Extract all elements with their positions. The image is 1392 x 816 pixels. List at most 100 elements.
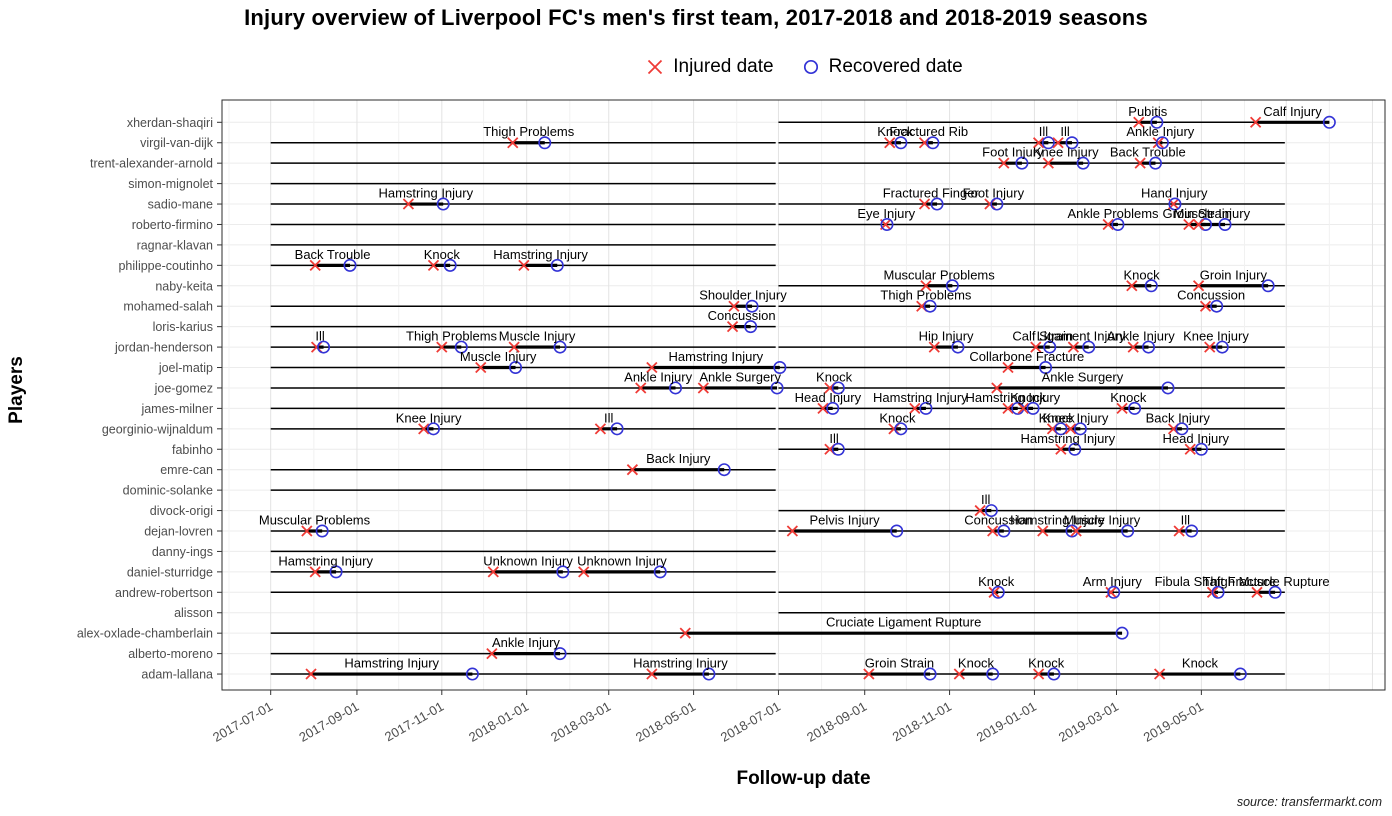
recovered-marker bbox=[1054, 422, 1068, 436]
injured-marker bbox=[1126, 280, 1138, 292]
injured-marker bbox=[1002, 402, 1014, 415]
markers bbox=[301, 115, 1336, 681]
recovered-marker bbox=[1168, 197, 1182, 211]
injured-marker bbox=[884, 137, 896, 149]
injured-marker bbox=[508, 341, 520, 353]
player-tick-label: xherdan-shaqiri bbox=[127, 116, 213, 130]
injured-marker bbox=[1105, 586, 1117, 598]
x-axis-title: Follow-up date bbox=[736, 768, 871, 789]
recovered-marker bbox=[443, 258, 457, 272]
recovered-marker bbox=[550, 258, 564, 272]
injury-label: Foot Injury bbox=[963, 186, 1025, 201]
injury-label: Muscle Injury bbox=[460, 349, 537, 364]
player-tick-label: alisson bbox=[174, 606, 213, 620]
recovered-circle-glyph bbox=[803, 59, 818, 75]
x-tick-label: 2017-11-01 bbox=[382, 699, 446, 745]
injured-marker bbox=[402, 198, 415, 210]
injured-marker bbox=[486, 647, 498, 660]
recovered-marker bbox=[1041, 136, 1055, 150]
injury-label: Calf Strain bbox=[1012, 329, 1073, 344]
recovered-marker bbox=[894, 422, 908, 436]
x-tick-label: 2019-01-01 bbox=[974, 699, 1039, 745]
player-tick-label: mohamed-salah bbox=[123, 300, 213, 314]
injury-label: Hand Injury bbox=[1141, 186, 1208, 201]
recovered-marker bbox=[1142, 340, 1156, 354]
injured-marker bbox=[301, 525, 313, 537]
player-tick-label: divock-origi bbox=[150, 504, 213, 518]
injured-marker bbox=[1134, 157, 1146, 169]
injury-label: Shoulder Injury bbox=[699, 288, 787, 303]
recovered-marker bbox=[669, 381, 683, 395]
recovered-marker bbox=[894, 136, 908, 150]
injury-label: Ill bbox=[829, 431, 839, 446]
injury-label: Hamstring Injury bbox=[873, 390, 968, 405]
injury-label: Fractured Finger bbox=[883, 186, 980, 201]
recovered-marker bbox=[329, 565, 343, 579]
legend-injured-label: Injured date bbox=[673, 56, 774, 77]
recovered-marker bbox=[1111, 217, 1125, 231]
injured-marker bbox=[1192, 280, 1205, 292]
injury-label: Hamstring Injury bbox=[1020, 431, 1115, 446]
injured-marker bbox=[309, 566, 321, 578]
injury-label: Pelvis Injury bbox=[809, 513, 880, 528]
player-tick-label: alex-oxlade-chamberlain bbox=[77, 627, 213, 641]
injury-label: Concussion bbox=[1177, 288, 1245, 303]
injured-marker bbox=[436, 341, 448, 353]
injured-marker bbox=[928, 341, 940, 353]
player-tick-label: alberto-moreno bbox=[128, 647, 213, 661]
injured-marker bbox=[1249, 116, 1262, 128]
injured-marker bbox=[594, 423, 607, 435]
injured-marker bbox=[646, 668, 658, 680]
recovered-marker bbox=[653, 565, 667, 579]
injured-marker bbox=[1102, 218, 1114, 231]
injured-marker bbox=[427, 259, 440, 271]
injured-marker bbox=[1192, 218, 1205, 231]
recovered-marker bbox=[509, 361, 523, 375]
injured-marker bbox=[679, 627, 691, 639]
injury-label: Back Injury bbox=[1146, 410, 1211, 425]
injury-label: Unknown Injury bbox=[483, 553, 573, 568]
player-tick-label: trent-alexander-arnold bbox=[90, 157, 213, 171]
player-tick-label: sadio-mane bbox=[148, 198, 213, 212]
injury-label: Ill bbox=[1060, 124, 1070, 139]
x-tick-label: 2019-03-01 bbox=[1056, 699, 1121, 745]
injury-label: Muscle Injury bbox=[499, 329, 576, 344]
player-tick-label: ragnar-klavan bbox=[137, 238, 213, 252]
y-axis: xherdan-shaqiri virgil-van-dijk trent-alex… bbox=[77, 116, 222, 682]
injured-marker bbox=[418, 423, 430, 435]
injured-marker bbox=[1042, 157, 1054, 169]
injured-marker bbox=[1052, 137, 1064, 149]
recovered-marker bbox=[1121, 524, 1135, 538]
recovered-marker bbox=[538, 136, 552, 150]
recovered-marker bbox=[1218, 217, 1232, 231]
injury-label: Fractured Rib bbox=[889, 124, 968, 139]
injured-marker bbox=[1067, 341, 1080, 353]
recovered-marker bbox=[1268, 585, 1282, 599]
injury-label: Back Trouble bbox=[295, 247, 371, 262]
injured-marker bbox=[728, 300, 740, 312]
x-tick-label: 2019-05-01 bbox=[1141, 699, 1206, 745]
recovered-marker bbox=[951, 340, 965, 354]
recovered-marker bbox=[553, 340, 567, 354]
injury-label: Knock bbox=[877, 124, 914, 139]
player-tick-label: roberto-firmino bbox=[132, 218, 213, 232]
injury-label: Fibula Shaft Fracture bbox=[1155, 574, 1276, 589]
injured-marker bbox=[918, 198, 931, 210]
injured-marker bbox=[1183, 218, 1195, 231]
injured-marker bbox=[626, 464, 639, 476]
follow-up-lines bbox=[270, 121, 1330, 675]
panel-border bbox=[221, 99, 1386, 691]
recovered-marker bbox=[1261, 279, 1275, 293]
injury-label: Muscular Problems bbox=[884, 267, 996, 282]
x-tick-label: 2017-09-01 bbox=[296, 699, 361, 745]
recovered-marker bbox=[1065, 524, 1079, 538]
injured-marker bbox=[988, 586, 1000, 598]
recovered-marker bbox=[317, 340, 331, 354]
recovered-marker bbox=[1073, 422, 1087, 436]
recovered-marker bbox=[1155, 136, 1169, 150]
legend-item-injured: Injured date bbox=[644, 56, 774, 78]
recovered-marker bbox=[930, 197, 944, 211]
injury-label: Head Injury bbox=[795, 390, 862, 405]
injured-marker bbox=[987, 525, 999, 537]
injury-label: Ill bbox=[981, 492, 991, 507]
